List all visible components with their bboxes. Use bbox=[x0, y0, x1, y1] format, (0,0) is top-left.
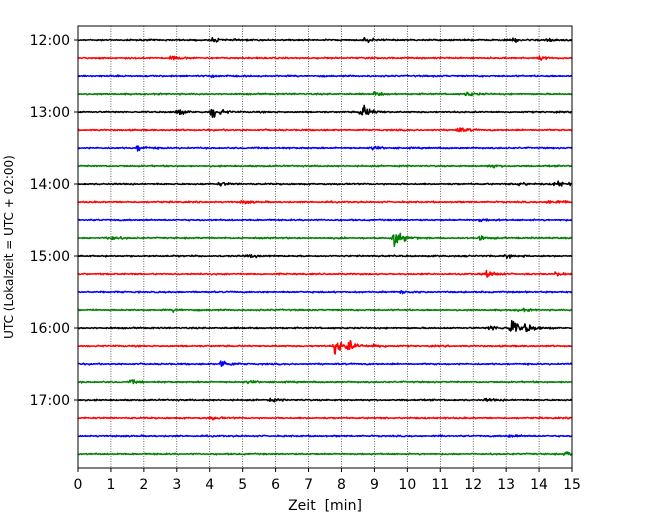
trace-1530 bbox=[77, 289, 573, 295]
x-tick-label: 2 bbox=[139, 477, 148, 493]
x-tick-label: 13 bbox=[497, 477, 515, 493]
x-tick-label: 15 bbox=[563, 477, 581, 493]
trace-1630 bbox=[77, 360, 573, 368]
x-tick-label: 0 bbox=[74, 477, 83, 493]
y-tick-label: 16:00 bbox=[30, 321, 70, 337]
trace-1245 bbox=[77, 91, 573, 97]
y-tick-label: 14:00 bbox=[30, 177, 70, 193]
y-tick-label: 15:00 bbox=[30, 249, 70, 265]
trace-1645 bbox=[77, 379, 573, 385]
trace-layer bbox=[77, 36, 573, 456]
trace-1415 bbox=[77, 199, 573, 205]
x-tick-label: 14 bbox=[530, 477, 548, 493]
trace-1515 bbox=[77, 269, 573, 278]
plot-frame bbox=[77, 25, 573, 469]
x-tick-label: 4 bbox=[205, 477, 214, 493]
y-tick-label: 12:00 bbox=[30, 33, 70, 49]
x-tick-label: 5 bbox=[238, 477, 247, 493]
trace-1215 bbox=[77, 55, 573, 61]
x-tick-label: 3 bbox=[172, 477, 181, 493]
trace-1730 bbox=[77, 434, 573, 438]
trace-1315 bbox=[77, 127, 573, 133]
trace-1330 bbox=[77, 145, 573, 152]
trace-1400 bbox=[77, 180, 573, 187]
grid-layer bbox=[77, 26, 573, 468]
trace-1700 bbox=[77, 397, 573, 403]
trace-1615 bbox=[77, 339, 573, 355]
x-tick-label: 12 bbox=[464, 477, 482, 493]
y-axis-label: UTC (Lokalzeit = UTC + 02:00) bbox=[2, 155, 16, 339]
x-tick-label: 1 bbox=[106, 477, 115, 493]
axis-layer: 0 1 2 3 4 5 6 7 8 9 10 11 12 13 14 1512:0013:0014:0015:… bbox=[30, 33, 581, 493]
trace-1230 bbox=[77, 74, 573, 79]
trace-1545 bbox=[77, 307, 573, 313]
x-tick-label: 8 bbox=[337, 477, 346, 493]
trace-1200 bbox=[77, 36, 573, 44]
x-tick-label: 9 bbox=[370, 477, 379, 493]
y-tick-label: 13:00 bbox=[30, 105, 70, 121]
x-tick-label: 11 bbox=[431, 477, 449, 493]
y-tick-label: 17:00 bbox=[30, 393, 70, 409]
trace-1300 bbox=[77, 104, 573, 118]
x-axis-label: Zeit [min] bbox=[288, 498, 362, 514]
trace-1600 bbox=[77, 319, 573, 333]
trace-1745 bbox=[77, 451, 573, 456]
trace-1430 bbox=[77, 218, 573, 223]
trace-1445 bbox=[77, 232, 573, 248]
trace-1500 bbox=[77, 254, 573, 259]
x-tick-label: 7 bbox=[304, 477, 313, 493]
x-tick-label: 6 bbox=[271, 477, 280, 493]
trace-1345 bbox=[77, 164, 573, 169]
trace-1715 bbox=[77, 415, 573, 421]
x-tick-label: 10 bbox=[398, 477, 416, 493]
